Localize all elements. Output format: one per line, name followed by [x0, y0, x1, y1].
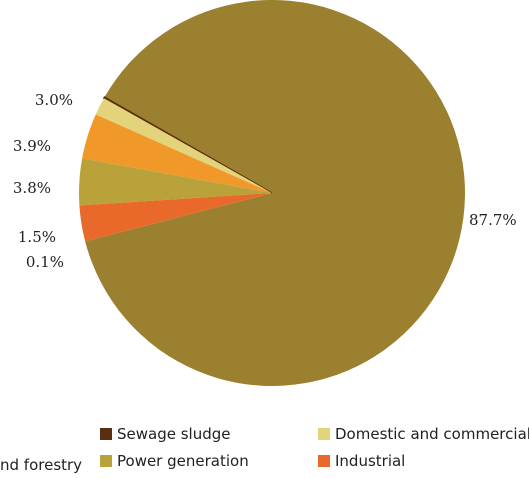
- pie-slice: [95, 98, 273, 193]
- slice-labels: 87.7% 0.1% 1.5% 3.8% 3.9% 3.0%: [13, 91, 517, 271]
- slice-value-label: 1.5%: [18, 228, 56, 246]
- slice-value-label: 3.0%: [35, 91, 73, 109]
- slice-value-label: 3.9%: [13, 137, 51, 155]
- legend-label: Domestic and commercial: [335, 425, 529, 443]
- pie-slices: [78, 0, 465, 386]
- legend-label: Power generation: [117, 452, 249, 470]
- pie-slice: [85, 0, 465, 386]
- legend-label: Industrial: [335, 452, 405, 470]
- pie-slice: [79, 193, 273, 242]
- legend-label: nd forestry: [0, 456, 82, 474]
- legend-swatch: [318, 428, 330, 440]
- legend-swatch: [100, 428, 112, 440]
- pie-slice: [82, 114, 272, 193]
- slice-value-label: 3.8%: [13, 179, 51, 197]
- pie-slice: [78, 158, 273, 206]
- legend: nd forestry Sewage sludge Power generation…: [0, 425, 529, 474]
- legend-swatch: [318, 455, 330, 467]
- pie-slice: [102, 96, 273, 194]
- slice-value-label: 87.7%: [469, 211, 517, 229]
- slice-value-label: 0.1%: [26, 253, 64, 271]
- legend-swatch: [100, 455, 112, 467]
- legend-label: Sewage sludge: [117, 425, 231, 443]
